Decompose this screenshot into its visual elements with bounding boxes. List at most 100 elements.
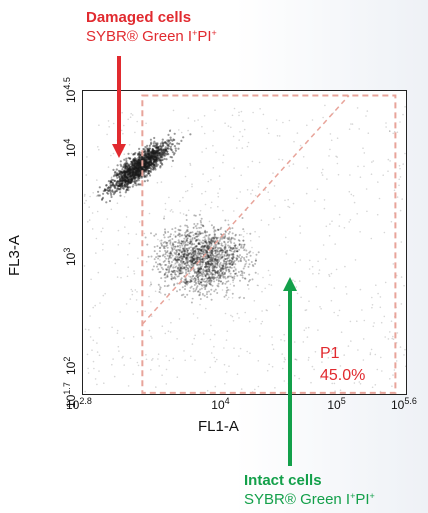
scatter-point: [119, 170, 123, 174]
scatter-point: [204, 280, 207, 283]
scatter-point: [232, 269, 235, 272]
scatter-point: [178, 288, 181, 291]
scatter-point: [133, 158, 136, 161]
scatter-point: [185, 264, 188, 267]
scatter-point: [228, 275, 231, 278]
scatter-point: [187, 257, 189, 260]
scatter-point: [156, 252, 159, 255]
scatter-point: [131, 178, 134, 181]
scatter-point: [162, 268, 164, 271]
scatter-point: [229, 266, 232, 269]
scatter-point: [160, 151, 163, 154]
scatter-point: [186, 293, 189, 296]
scatter-point: [177, 147, 180, 150]
scatter-point: [122, 165, 125, 168]
scatter-point: [157, 154, 160, 157]
scatter-point: [101, 197, 104, 200]
scatter-point: [126, 181, 129, 184]
scatter-point: [159, 286, 162, 289]
scatter-point: [136, 291, 138, 293]
scatter-point: [140, 167, 143, 170]
scatter-point: [121, 184, 124, 187]
scatter-point: [157, 268, 160, 271]
scatter-point: [326, 178, 328, 180]
scatter-point: [126, 169, 129, 172]
scatter-point: [199, 288, 201, 291]
scatter-point: [98, 186, 101, 189]
scatter-point: [162, 149, 165, 152]
scatter-point: [151, 157, 154, 160]
scatter-point: [230, 126, 232, 129]
scatter-point: [136, 162, 139, 165]
scatter-point: [180, 131, 183, 134]
scatter-point: [155, 146, 158, 149]
scatter-point: [148, 163, 151, 166]
scatter-point: [146, 162, 150, 165]
scatter-point: [156, 149, 159, 152]
scatter-point: [125, 161, 128, 164]
scatter-point: [180, 257, 183, 260]
scatter-point: [226, 254, 228, 257]
scatter-point: [130, 160, 133, 163]
scatter-point: [225, 294, 228, 297]
scatter-point: [152, 162, 155, 165]
scatter-point: [165, 257, 168, 260]
scatter-point: [148, 165, 151, 168]
scatter-point: [112, 191, 115, 194]
scatter-point: [202, 269, 205, 272]
scatter-point: [208, 251, 211, 254]
scatter-point: [166, 150, 169, 153]
scatter-point: [320, 172, 323, 174]
scatter-point: [134, 160, 138, 163]
scatter-point: [155, 156, 158, 159]
scatter-point: [329, 148, 331, 151]
scatter-point: [215, 151, 217, 154]
scatter-point: [149, 158, 153, 161]
scatter-point: [145, 154, 148, 157]
scatter-point: [137, 167, 140, 170]
scatter-point: [137, 174, 140, 177]
scatter-point: [269, 274, 271, 276]
scatter-point: [117, 188, 120, 191]
scatter-point: [193, 272, 196, 274]
scatter-point: [167, 284, 170, 287]
scatter-point: [158, 255, 161, 258]
scatter-point: [248, 320, 251, 323]
scatter-point: [125, 171, 128, 174]
scatter-point: [138, 175, 141, 178]
scatter-point: [181, 253, 184, 256]
scatter-point: [132, 176, 135, 179]
scatter-point: [214, 109, 216, 111]
scatter-point: [283, 361, 286, 363]
scatter-point: [202, 242, 205, 245]
scatter-point: [121, 181, 124, 184]
scatter-point: [119, 180, 122, 183]
scatter-point: [150, 232, 152, 235]
scatter-point: [175, 253, 178, 256]
scatter-point: [194, 279, 197, 282]
scatter-point: [137, 168, 140, 172]
scatter-point: [164, 208, 167, 211]
scatter-point: [123, 183, 126, 186]
scatter-point: [126, 185, 129, 188]
scatter-point: [144, 158, 147, 162]
scatter-point: [159, 288, 161, 291]
scatter-point: [273, 218, 275, 220]
scatter-point: [271, 365, 274, 368]
scatter-point: [146, 148, 149, 151]
scatter-point: [130, 160, 133, 163]
scatter-point: [249, 279, 251, 281]
scatter-point: [247, 166, 249, 168]
scatter-point: [119, 184, 122, 187]
scatter-point: [152, 142, 155, 145]
x-tick-label: 105.6: [391, 396, 417, 413]
scatter-point: [152, 166, 155, 169]
scatter-point: [216, 258, 219, 261]
scatter-point: [148, 153, 151, 156]
scatter-point: [135, 162, 138, 165]
scatter-point: [225, 339, 228, 341]
scatter-point: [156, 150, 160, 153]
scatter-point: [189, 275, 192, 278]
scatter-point: [123, 169, 126, 172]
scatter-point: [151, 154, 155, 157]
